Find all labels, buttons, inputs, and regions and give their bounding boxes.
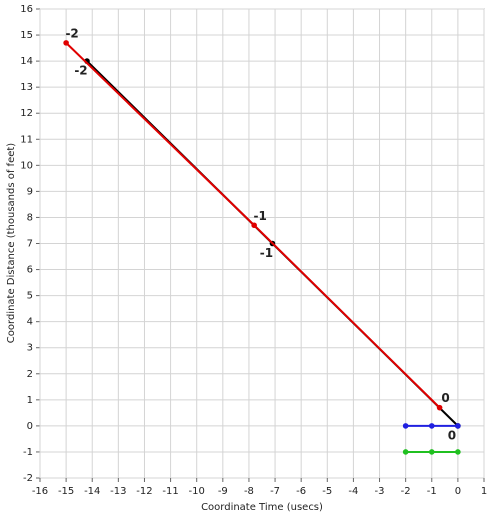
y-tick-label: 5 (27, 291, 33, 302)
data-point (428, 449, 435, 455)
y-tick-label: 2 (27, 369, 33, 380)
data-point (251, 222, 257, 229)
x-tick-label: -13 (110, 486, 126, 497)
y-tick-label: 15 (20, 30, 33, 41)
point-label: -1 (260, 246, 273, 260)
x-tick-label: -12 (136, 486, 152, 497)
x-tick-label: -15 (58, 486, 74, 497)
y-tick-label: 3 (27, 343, 33, 354)
data-point (436, 404, 443, 411)
point-label: -2 (74, 64, 87, 78)
y-tick-label: 13 (20, 82, 33, 93)
x-tick-label: -4 (348, 486, 358, 497)
y-tick-label: 14 (20, 56, 33, 67)
point-label: 0 (441, 391, 449, 405)
y-tick-label: 1 (27, 395, 33, 406)
y-tick-label: 9 (27, 186, 33, 197)
data-point (455, 449, 461, 455)
data-point (402, 449, 409, 455)
x-tick-label: 1 (481, 486, 487, 497)
y-tick-label: 7 (27, 239, 33, 250)
point-label: 0 (448, 428, 456, 442)
point-label: -2 (65, 26, 78, 40)
y-tick-label: 4 (27, 317, 33, 328)
point-label: -1 (253, 209, 266, 223)
x-axis-title: Coordinate Time (usecs) (201, 502, 323, 513)
y-tick-label: 6 (27, 265, 33, 276)
data-point (402, 423, 409, 429)
y-tick-label: 12 (20, 108, 33, 119)
x-tick-label: -2 (401, 486, 411, 497)
y-axis-title: Coordinate Distance (thousands of feet) (6, 143, 17, 343)
x-tick-label: -5 (322, 486, 332, 497)
x-tick-label: -6 (296, 486, 306, 497)
data-point (455, 423, 461, 429)
y-tick-label: 10 (20, 160, 33, 171)
x-tick-label: -10 (189, 486, 205, 497)
x-tick-label: -3 (375, 486, 385, 497)
data-point (63, 40, 69, 46)
x-tick-label: -1 (427, 486, 437, 497)
x-tick-label: -16 (32, 486, 48, 497)
data-point (428, 423, 435, 429)
x-tick-label: -14 (84, 486, 100, 497)
x-tick-label: 0 (455, 486, 461, 497)
y-tick-label: -2 (23, 473, 33, 484)
y-tick-label: 16 (20, 4, 33, 15)
y-tick-label: 8 (27, 212, 33, 223)
x-tick-label: -9 (218, 486, 228, 497)
y-tick-label: -1 (23, 447, 33, 458)
y-tick-label: 11 (20, 134, 33, 145)
x-tick-label: -11 (162, 486, 178, 497)
x-tick-label: -7 (270, 486, 280, 497)
x-tick-label: -8 (244, 486, 254, 497)
y-tick-label: 0 (27, 421, 33, 432)
